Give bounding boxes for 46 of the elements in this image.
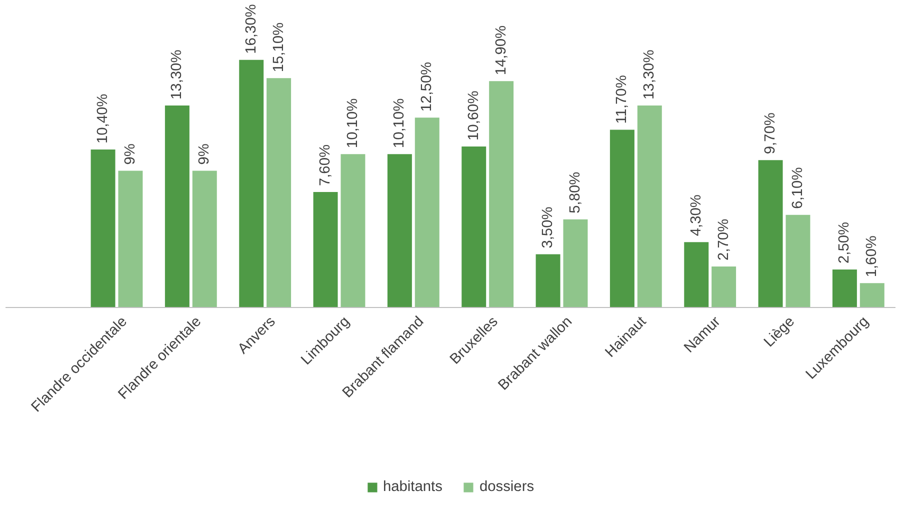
data-label: 13,30% <box>169 50 186 100</box>
data-label: 2,50% <box>836 222 853 264</box>
bar <box>462 146 486 308</box>
data-label: 10,40% <box>95 94 112 144</box>
data-label: 3,50% <box>540 206 556 248</box>
data-label: 4,30% <box>688 194 704 236</box>
data-label: 7,60% <box>318 144 334 186</box>
bar <box>712 266 736 308</box>
bar <box>118 170 143 308</box>
bar <box>786 214 810 308</box>
bar <box>387 154 412 308</box>
data-label: 11,70% <box>614 75 630 124</box>
data-label: 15,10% <box>270 22 287 72</box>
data-label: 9% <box>196 144 213 165</box>
bar <box>832 269 857 308</box>
legend-label: dossiers <box>479 479 534 495</box>
bar <box>684 242 709 308</box>
bar <box>164 105 190 308</box>
data-label: 1,60% <box>864 236 880 278</box>
data-label: 9,70% <box>762 112 779 154</box>
data-label: 10,10% <box>344 98 361 148</box>
bar <box>610 130 634 308</box>
bar <box>758 160 783 308</box>
bar <box>90 150 116 308</box>
data-label: 6,10% <box>790 167 806 209</box>
bar <box>340 154 366 308</box>
bar <box>489 81 514 308</box>
bar <box>637 105 662 308</box>
data-label: 12,50% <box>419 62 436 112</box>
data-label: 5,80% <box>567 172 584 214</box>
bar <box>313 192 338 308</box>
data-label: 10,60% <box>466 90 482 140</box>
bar <box>192 170 217 308</box>
bar <box>239 60 264 308</box>
data-label: 13,30% <box>642 50 658 100</box>
bar <box>266 78 292 308</box>
bar <box>414 118 440 308</box>
data-label: 2,70% <box>716 218 732 260</box>
bar <box>536 254 560 308</box>
bar <box>860 283 884 308</box>
legend-label: habitants <box>382 479 442 495</box>
data-label: 14,90% <box>493 25 510 76</box>
data-label: 10,10% <box>392 98 408 148</box>
data-label: 9% <box>122 144 138 165</box>
bar <box>563 219 588 308</box>
data-label: 16,30% <box>243 4 260 54</box>
